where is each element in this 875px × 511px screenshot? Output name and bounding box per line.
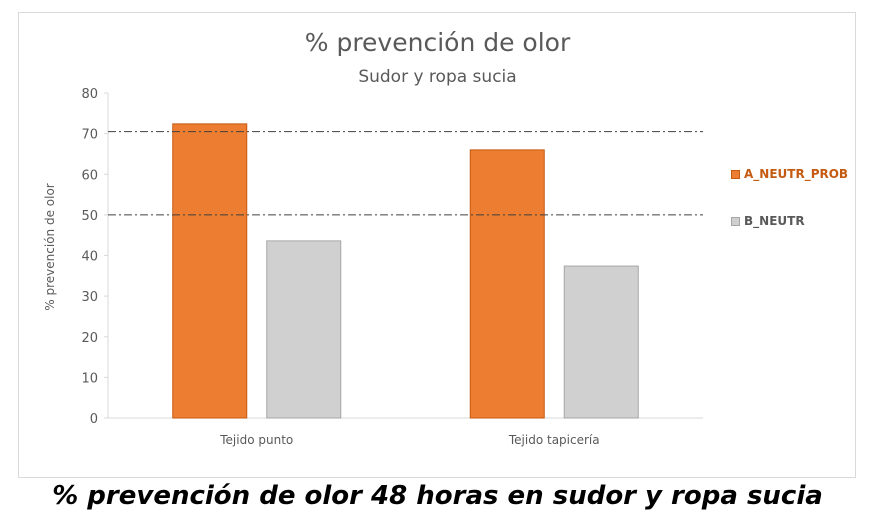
y-tick-label: 0 bbox=[90, 412, 98, 427]
bar-A_NEUTR_PROB-1 bbox=[469, 149, 545, 419]
chart-subtitle: Sudor y ropa sucia bbox=[358, 67, 517, 87]
bar-A_NEUTR_PROB-0 bbox=[172, 123, 248, 419]
chart-title: % prevención de olor bbox=[304, 28, 571, 57]
figure-caption: % prevención de olor 48 horas en sudor y… bbox=[52, 481, 823, 511]
y-tick-label: 10 bbox=[81, 371, 98, 386]
y-tick-label: 70 bbox=[81, 128, 98, 143]
y-tick-label: 20 bbox=[81, 331, 98, 346]
x-tick-label: Tejido tapicería bbox=[508, 433, 600, 447]
y-tick-label: 30 bbox=[81, 290, 98, 305]
legend-item-a: A_NEUTR_PROB bbox=[731, 167, 848, 181]
legend-item-b: B_NEUTR bbox=[731, 214, 805, 228]
x-tick-label: Tejido punto bbox=[219, 433, 293, 447]
legend-swatch-b bbox=[731, 216, 740, 226]
y-tick-label: 40 bbox=[81, 250, 98, 265]
plot-area: 0 10 20 30 40 50 60 70 80 Tejido punto Tejido tapi… bbox=[81, 87, 703, 447]
legend-swatch-a bbox=[731, 169, 740, 179]
y-tick-label: 80 bbox=[81, 87, 98, 102]
legend-label-b: B_NEUTR bbox=[744, 214, 805, 228]
legend-label-a: A_NEUTR_PROB bbox=[744, 167, 849, 181]
bar-B_NEUTR-0 bbox=[266, 240, 342, 419]
y-tick-label: 50 bbox=[81, 209, 98, 224]
bar-B_NEUTR-1 bbox=[563, 265, 639, 419]
y-tick-label: 60 bbox=[81, 168, 98, 183]
chart-frame bbox=[18, 12, 856, 478]
